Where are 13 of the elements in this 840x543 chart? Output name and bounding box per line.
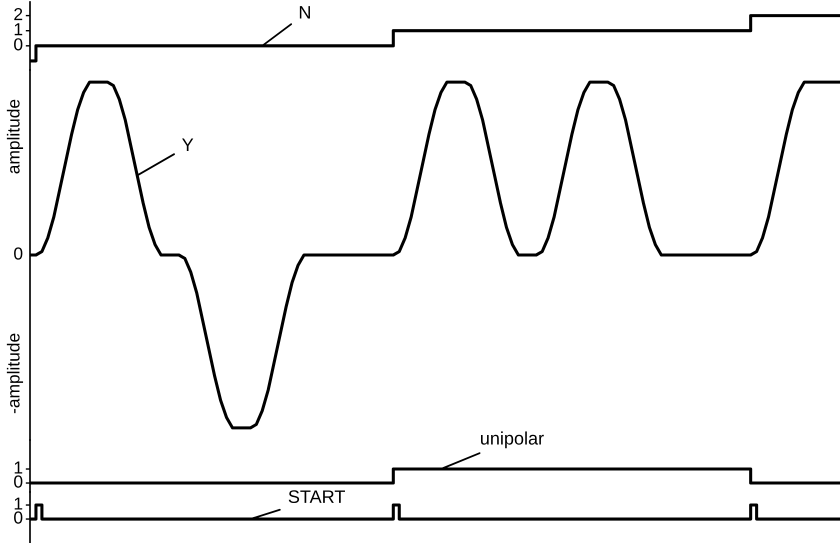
series-label: unipolar: [481, 431, 544, 448]
y-tick-label: 1: [14, 498, 22, 510]
text: amplitude: [6, 100, 24, 174]
text: -amplitude: [6, 334, 24, 414]
series-label: N: [300, 6, 310, 19]
y-tick-label: 0: [14, 475, 22, 488]
y-tick-label: 0: [14, 38, 22, 50]
y-tick-label: 1: [14, 23, 22, 36]
y-tick-label: 1: [14, 462, 22, 474]
series-label: START: [288, 490, 345, 504]
y-tick-label: 0: [14, 511, 22, 524]
y-tick-label: 2: [14, 8, 22, 20]
text: Y: [182, 138, 194, 151]
